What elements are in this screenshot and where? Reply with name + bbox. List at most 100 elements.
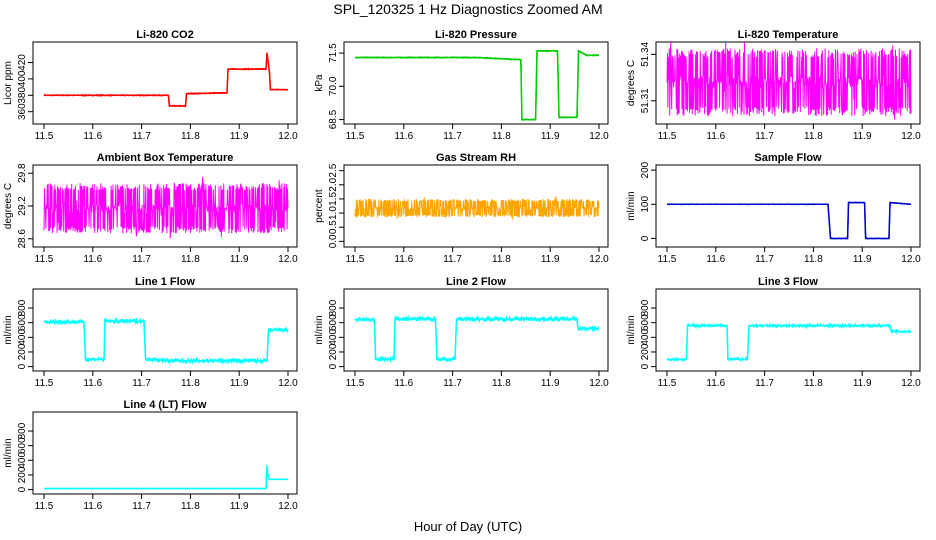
y-tick-label: 29.2 (17, 196, 28, 216)
x-tick-label: 12.0 (278, 131, 298, 142)
x-tick-label: 11.5 (346, 378, 365, 389)
y-tick-label: 0.5 (328, 220, 339, 234)
x-tick-label: 11.7 (755, 254, 774, 265)
series-line (666, 41, 912, 120)
x-tick-label: 11.9 (230, 131, 249, 142)
series-level-line (355, 49, 599, 121)
x-tick-label: 11.6 (394, 254, 413, 265)
x-tick-label: 12.0 (901, 378, 921, 389)
series-line (43, 176, 289, 239)
y-tick-label: 800 (640, 299, 651, 316)
x-tick-label: 12.0 (589, 254, 609, 265)
x-tick-label: 11.7 (443, 131, 462, 142)
x-tick-label: 11.7 (755, 131, 774, 142)
x-tick-label: 11.7 (443, 254, 462, 265)
x-tick-label: 11.7 (132, 501, 151, 512)
y-tick-label: 2.0 (328, 177, 339, 191)
y-axis-label: ml/min (3, 438, 14, 467)
panel-6: Sample Flow 11.5 11.6 11.7 11.8 11.9 12.0 0 100 2… (626, 152, 921, 265)
y-axis-label: Licor ppm (3, 61, 14, 105)
y-tick-label: 28.6 (17, 229, 28, 249)
panel-title: Line 2 Flow (446, 276, 506, 288)
y-tick-label: 400 (640, 329, 651, 346)
y-tick-label: 0 (328, 363, 339, 369)
x-tick-label: 11.8 (804, 131, 823, 142)
figure-xlabel: Hour of Day (UTC) (414, 519, 522, 534)
x-tick-label: 11.9 (853, 378, 872, 389)
y-tick-label: 360 (17, 103, 28, 120)
y-tick-label: 800 (17, 422, 28, 439)
y-axis-label: ml/min (626, 191, 637, 220)
y-tick-label: 600 (328, 314, 339, 331)
y-tick-label: 600 (17, 437, 28, 454)
panel-title: Line 3 Flow (758, 276, 818, 288)
x-tick-label: 11.6 (394, 131, 413, 142)
x-tick-label: 11.6 (706, 378, 725, 389)
x-tick-label: 11.8 (492, 378, 511, 389)
x-tick-label: 11.7 (443, 378, 462, 389)
y-tick-label: 600 (640, 314, 651, 331)
x-tick-label: 11.9 (853, 131, 872, 142)
plot-frame (343, 164, 609, 248)
y-tick-label: 51.34 (640, 41, 651, 66)
series-line (43, 54, 289, 108)
y-tick-label: 0 (640, 363, 651, 369)
x-tick-label: 11.8 (181, 131, 200, 142)
x-tick-label: 11.7 (132, 254, 151, 265)
panel-1: Li-820 CO2 11.5 11.6 11.7 11.8 11.9 12.0 360380… (3, 29, 298, 142)
series-line (667, 201, 912, 240)
plot-frame (32, 288, 298, 372)
x-tick-label: 11.7 (755, 378, 774, 389)
plot-frame (655, 164, 921, 248)
x-tick-label: 11.6 (83, 131, 102, 142)
x-tick-label: 11.5 (346, 254, 365, 265)
x-tick-label: 11.7 (132, 378, 151, 389)
panel-title: Li-820 CO2 (136, 29, 193, 41)
y-tick-label: 71.5 (328, 43, 339, 63)
series-line (354, 196, 600, 220)
panel-7: Line 1 Flow 11.5 11.6 11.7 11.8 11.9 12.0 0 2004… (3, 276, 298, 389)
y-tick-label: 200 (640, 161, 651, 178)
x-tick-label: 12.0 (589, 378, 609, 389)
y-tick-label: 1.5 (328, 192, 339, 206)
y-axis-label: kPa (314, 74, 325, 92)
x-tick-label: 11.5 (35, 131, 54, 142)
y-tick-label: 420 (17, 54, 28, 71)
x-tick-label: 11.6 (83, 378, 102, 389)
y-tick-label: 29.8 (17, 163, 28, 183)
panel-9: Line 3 Flow 11.5 11.6 11.7 11.8 11.9 12.0 0 2004… (626, 276, 921, 389)
series-level-line (44, 320, 288, 362)
x-tick-label: 11.8 (804, 378, 823, 389)
y-tick-label: 2.5 (328, 163, 339, 177)
x-tick-label: 11.5 (658, 131, 677, 142)
panel-title: Line 4 (LT) Flow (124, 399, 207, 411)
y-axis-label: degrees C (626, 60, 637, 106)
plot-frame (343, 41, 609, 125)
y-axis-label: ml/min (3, 315, 14, 344)
x-tick-label: 12.0 (278, 378, 298, 389)
y-axis-label: degrees C (3, 183, 14, 229)
x-tick-label: 11.8 (804, 254, 823, 265)
y-tick-label: 0.0 (328, 234, 339, 248)
panel-4: Ambient Box Temperature 11.5 11.6 11.7 11.8 1… (3, 152, 298, 265)
y-tick-label: 200 (17, 343, 28, 360)
y-tick-label: 0 (17, 486, 28, 492)
y-tick-label: 800 (328, 299, 339, 316)
y-tick-label: 68.5 (328, 109, 339, 129)
panel-title: Ambient Box Temperature (97, 152, 234, 164)
x-tick-label: 11.5 (35, 254, 54, 265)
series-level-line (355, 318, 599, 361)
y-tick-label: 1.0 (328, 206, 339, 220)
panel-3: Li-820 Temperature 11.5 11.6 11.7 11.8 11.9 12… (626, 29, 921, 142)
x-tick-label: 11.8 (492, 131, 511, 142)
x-tick-label: 11.5 (35, 378, 54, 389)
y-tick-label: 800 (17, 299, 28, 316)
x-tick-label: 11.8 (181, 254, 200, 265)
series-level-line (667, 324, 911, 361)
x-tick-label: 12.0 (589, 131, 609, 142)
panel-title: Gas Stream RH (436, 152, 516, 164)
series-level-line (44, 52, 288, 107)
y-tick-label: 400 (17, 329, 28, 346)
series-line (666, 321, 912, 363)
